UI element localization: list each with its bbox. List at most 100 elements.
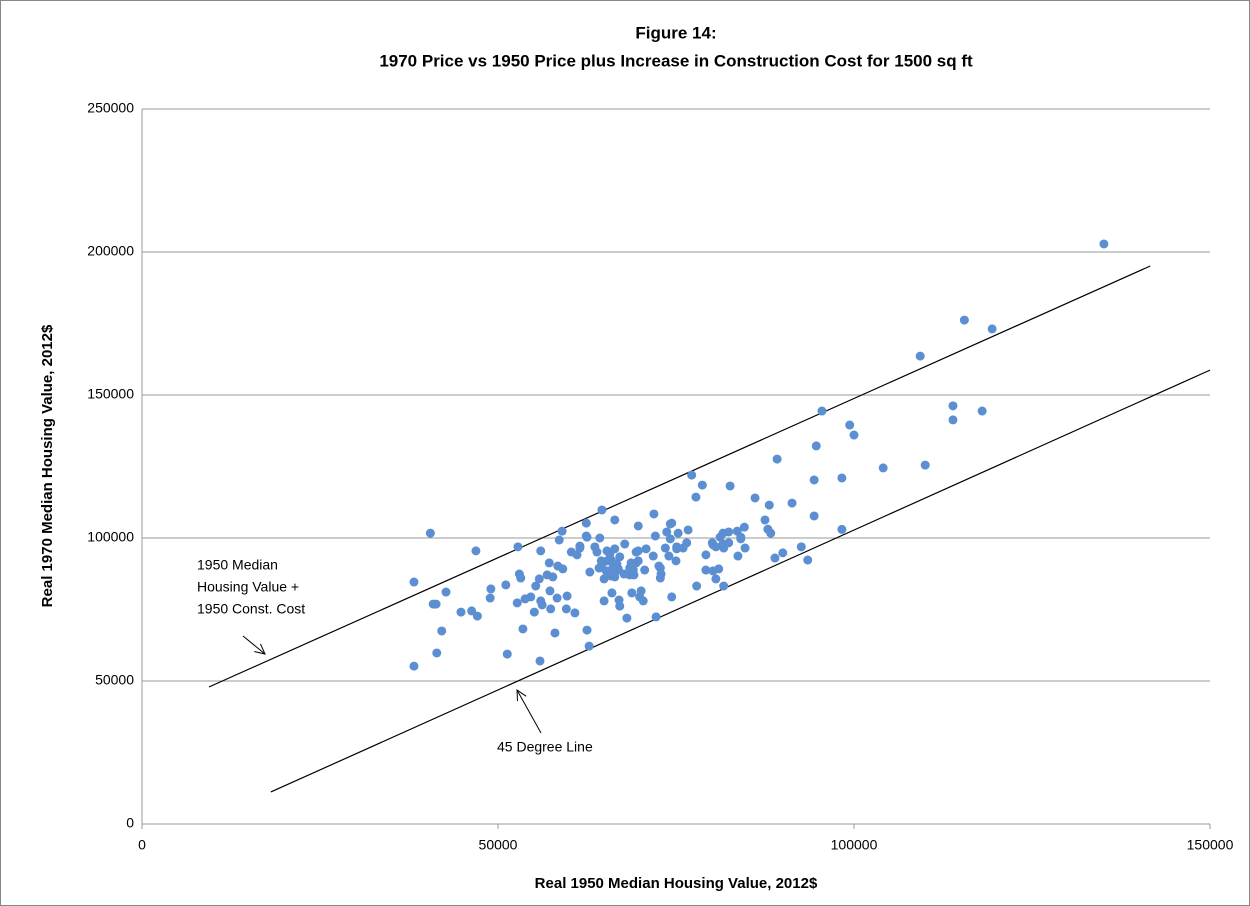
point: [471, 546, 481, 556]
point: [485, 593, 495, 603]
annotation-arrow: [242, 635, 265, 654]
point: [582, 625, 592, 635]
point: [536, 546, 546, 556]
point: [620, 539, 630, 549]
point: [501, 580, 511, 590]
point: [615, 552, 625, 562]
point: [531, 581, 541, 591]
point: [599, 574, 609, 584]
point: [665, 534, 675, 544]
y-tick-label: 50000: [95, 672, 134, 688]
point: [662, 527, 672, 537]
point: [725, 481, 735, 491]
point: [770, 553, 780, 563]
point: [516, 573, 526, 583]
point: [595, 533, 605, 543]
point: [526, 592, 536, 602]
point: [409, 577, 419, 587]
point: [948, 401, 958, 411]
point: [409, 661, 419, 671]
point: [552, 593, 562, 603]
point: [622, 613, 632, 623]
y-tick-label: 0: [126, 815, 134, 831]
point: [733, 551, 743, 561]
point: [660, 543, 670, 553]
point: [664, 551, 674, 561]
annotation-arrow: [517, 690, 542, 734]
point: [633, 521, 643, 531]
point: [597, 505, 607, 515]
point: [633, 546, 643, 556]
point: [915, 351, 925, 361]
point: [633, 556, 643, 566]
point: [561, 604, 571, 614]
point: [671, 556, 681, 566]
point: [613, 564, 623, 574]
point: [920, 460, 930, 470]
point: [546, 604, 556, 614]
point: [650, 531, 660, 541]
point: [615, 601, 625, 611]
point: [513, 542, 523, 552]
point: [648, 551, 658, 561]
point: [766, 528, 776, 538]
reference-line: [208, 265, 1151, 688]
point: [878, 463, 888, 473]
point: [656, 569, 666, 579]
point: [599, 596, 609, 606]
point: [772, 454, 782, 464]
point: [572, 550, 582, 560]
point: [641, 544, 651, 554]
point: [837, 473, 847, 483]
y-tick-label: 250000: [87, 100, 134, 116]
point: [764, 500, 774, 510]
point: [691, 492, 701, 502]
point: [592, 547, 602, 557]
point: [512, 598, 522, 608]
point: [760, 515, 770, 525]
point: [803, 555, 813, 565]
point: [714, 564, 724, 574]
point: [711, 542, 721, 552]
point: [610, 515, 620, 525]
point: [534, 574, 544, 584]
point: [711, 574, 721, 584]
point: [817, 406, 827, 416]
point: [581, 518, 591, 528]
reference-line: [270, 369, 1211, 793]
y-tick-label: 200000: [87, 243, 134, 259]
point: [638, 596, 648, 606]
point: [640, 565, 650, 575]
point: [740, 543, 750, 553]
point: [649, 509, 659, 519]
point: [636, 586, 646, 596]
point: [837, 524, 847, 534]
point: [724, 538, 734, 548]
point: [562, 591, 572, 601]
point: [585, 567, 595, 577]
point: [570, 608, 580, 618]
point: [959, 315, 969, 325]
x-tick-label: 100000: [831, 837, 878, 853]
point: [582, 532, 592, 542]
point: [529, 607, 539, 617]
point: [809, 475, 819, 485]
point: [535, 656, 545, 666]
point: [548, 572, 558, 582]
point: [809, 511, 819, 521]
point: [584, 641, 594, 651]
point: [575, 543, 585, 553]
point: [796, 542, 806, 552]
point: [948, 415, 958, 425]
chart-title: 1970 Price vs 1950 Price plus Increase i…: [379, 51, 973, 70]
point: [456, 607, 466, 617]
point: [629, 570, 639, 580]
point: [557, 526, 567, 536]
point: [610, 544, 620, 554]
point: [736, 532, 746, 542]
point: [550, 628, 560, 638]
point: [654, 561, 664, 571]
x-tick-label: 150000: [1187, 837, 1234, 853]
